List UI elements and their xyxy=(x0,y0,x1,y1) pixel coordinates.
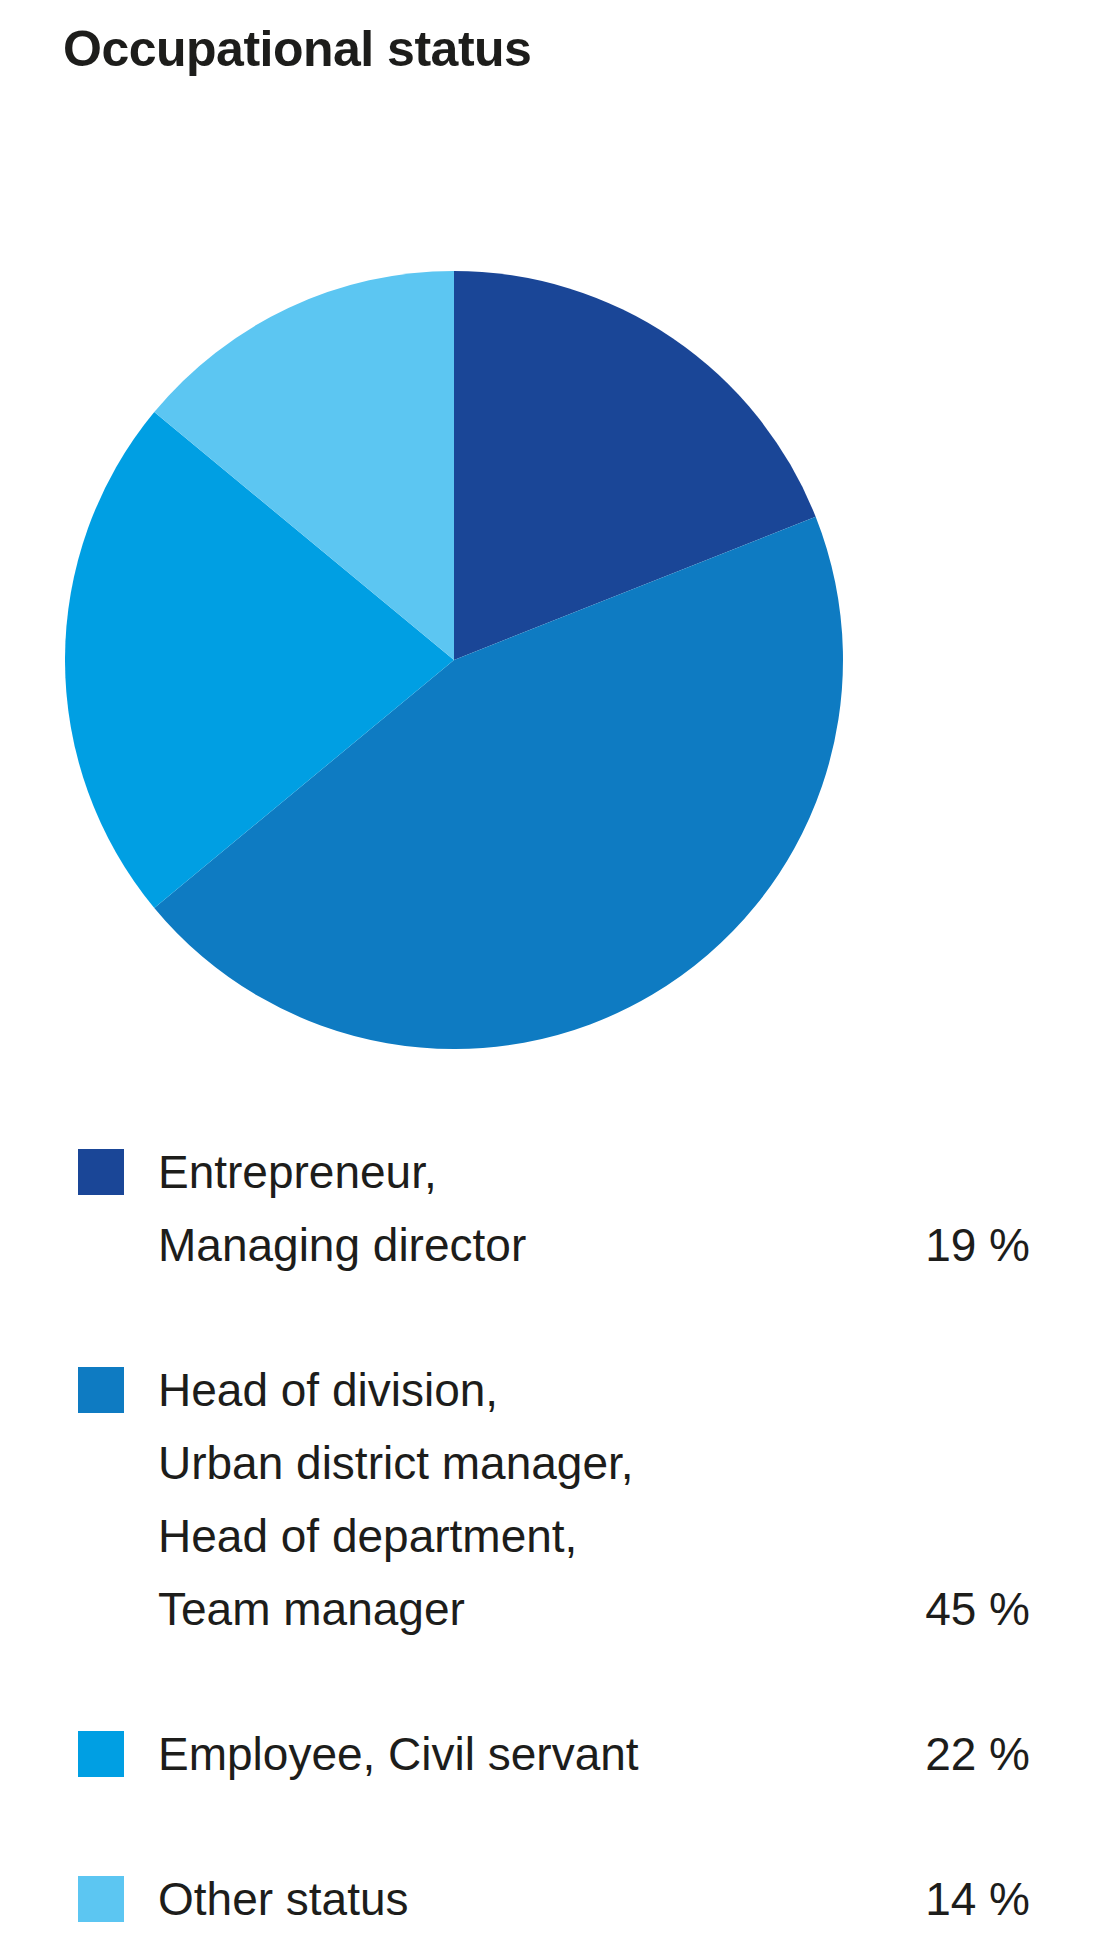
legend-value-0: 19 % xyxy=(925,1209,1030,1282)
legend-row-3: Other status14 % xyxy=(78,1863,1030,1936)
legend-value-2: 22 % xyxy=(925,1718,1030,1791)
medium-blue-swatch xyxy=(78,1367,124,1413)
legend: Entrepreneur, Managing director19 %Head … xyxy=(78,1136,1030,1936)
page-title: Occupational status xyxy=(63,20,531,78)
dark-blue-swatch xyxy=(78,1149,124,1195)
legend-value-3: 14 % xyxy=(925,1863,1030,1936)
legend-row-0: Entrepreneur, Managing director19 % xyxy=(78,1136,1030,1282)
legend-label-3: Other status xyxy=(158,1863,925,1936)
light-blue-swatch xyxy=(78,1876,124,1922)
bright-blue-swatch xyxy=(78,1731,124,1777)
legend-label-1: Head of division, Urban district manager… xyxy=(158,1354,925,1646)
legend-row-1: Head of division, Urban district manager… xyxy=(78,1354,1030,1646)
legend-label-0: Entrepreneur, Managing director xyxy=(158,1136,925,1282)
legend-value-1: 45 % xyxy=(925,1573,1030,1646)
occupational-status-chart-page: { "title": "Occupational status", "color… xyxy=(0,0,1100,1958)
pie-chart xyxy=(65,271,843,1049)
pie-chart-svg xyxy=(65,271,843,1049)
legend-row-2: Employee, Civil servant22 % xyxy=(78,1718,1030,1791)
legend-label-2: Employee, Civil servant xyxy=(158,1718,925,1791)
